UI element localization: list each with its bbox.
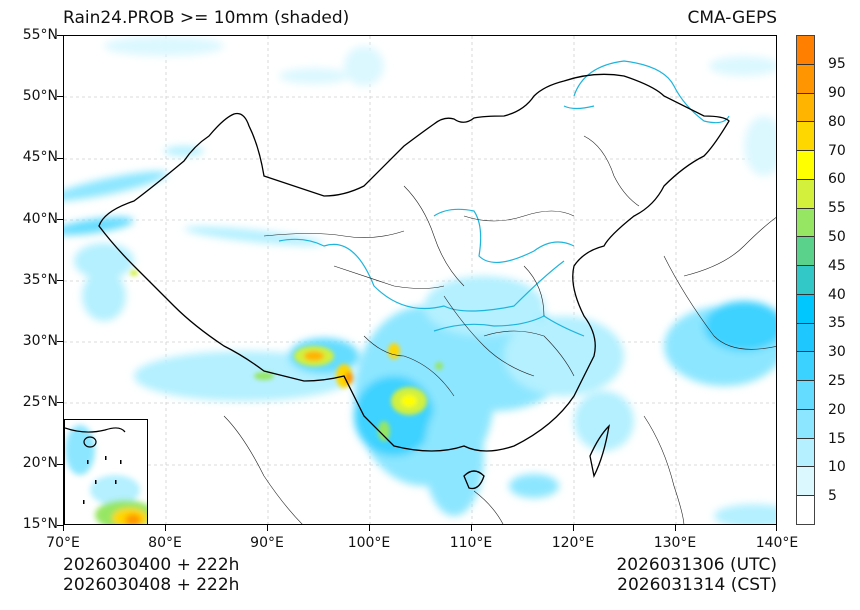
y-tick-label: 40°N [22,211,58,227]
y-tick-label: 20°N [22,455,58,471]
colorbar-segment [797,381,814,410]
colorbar-label: 55 [828,200,846,216]
x-tick-mark [573,525,574,531]
colorbar-segment [797,266,814,295]
x-tick-label: 120°E [551,535,595,551]
colorbar-segment [797,323,814,353]
map-panel [63,35,777,525]
colorbar-segment [797,151,814,180]
y-tick-label: 30°N [22,333,58,349]
valid-time-utc: 2026031306 (UTC) [616,555,777,575]
y-tick-mark [57,96,63,97]
south-china-sea-inset [64,419,148,524]
rivers [278,60,730,337]
x-tick-label: 130°E [653,535,697,551]
y-tick-mark [57,341,63,342]
inset-canvas [65,425,147,524]
colorbar-segment [797,208,814,238]
colorbar-segment [797,409,814,439]
x-tick-mark [369,525,370,531]
valid-time-cst: 2026031314 (CST) [617,575,777,595]
y-tick-label: 45°N [22,149,58,165]
x-tick-label: 110°E [449,535,493,551]
colorbar-label: 60 [828,171,846,187]
x-tick-label: 100°E [347,535,391,551]
y-tick-mark [57,35,63,36]
y-tick-mark [57,158,63,159]
colorbar-label: 80 [828,114,846,130]
colorbar-label: 95 [828,56,846,72]
x-tick-label: 90°E [250,535,284,551]
colorbar-label: 15 [828,431,846,447]
colorbar-segment [797,294,814,324]
colorbar-segment [797,467,814,497]
province-borders [223,135,776,524]
chart-title-left: Rain24.PROB >= 10mm (shaded) [63,8,350,28]
colorbar-label: 5 [828,488,837,504]
colorbar-segment [797,237,814,267]
y-tick-mark [57,464,63,465]
x-tick-label: 70°E [46,535,80,551]
colorbar-label: 40 [828,287,846,303]
colorbar-segment [797,93,814,123]
colorbar-label: 35 [828,315,846,331]
colorbar-segment [797,64,814,94]
colorbar-segment [797,352,814,382]
valid-time-block: 2026031306 (UTC) 2026031314 (CST) [616,555,777,595]
colorbar-segment [797,438,814,468]
y-tick-mark [57,219,63,220]
colorbar-label: 10 [828,459,846,475]
init-time-utc: 2026030400 + 222h [63,555,240,575]
colorbar-label: 70 [828,143,846,159]
colorbar-label: 50 [828,229,846,245]
x-tick-mark [776,525,777,531]
colorbar [796,35,815,525]
chart-title-right: CMA-GEPS [687,8,777,28]
y-tick-label: 50°N [22,88,58,104]
y-tick-label: 55°N [22,27,58,43]
y-tick-mark [57,525,63,526]
y-tick-mark [57,402,63,403]
colorbar-label: 30 [828,344,846,360]
x-tick-label: 140°E [755,535,799,551]
probability-shading [64,36,776,524]
x-tick-label: 80°E [148,535,182,551]
x-tick-mark [267,525,268,531]
init-time-block: 2026030400 + 222h 2026030408 + 222h [63,555,239,595]
x-tick-mark [63,525,64,531]
init-time-cst: 2026030408 + 222h [63,575,240,595]
colorbar-segment [797,36,814,65]
x-tick-mark [471,525,472,531]
y-tick-label: 25°N [22,394,58,410]
colorbar-segment [797,122,814,152]
y-tick-label: 35°N [22,272,58,288]
colorbar-label: 90 [828,85,846,101]
colorbar-label: 20 [828,402,846,418]
x-tick-mark [165,525,166,531]
y-tick-label: 15°N [22,516,58,532]
y-tick-mark [57,280,63,281]
colorbar-label: 45 [828,258,846,274]
colorbar-segment [797,496,814,525]
colorbar-segment [797,179,814,209]
map-canvas [64,36,776,524]
colorbar-label: 25 [828,373,846,389]
national-borders [98,73,730,490]
x-tick-mark [675,525,676,531]
